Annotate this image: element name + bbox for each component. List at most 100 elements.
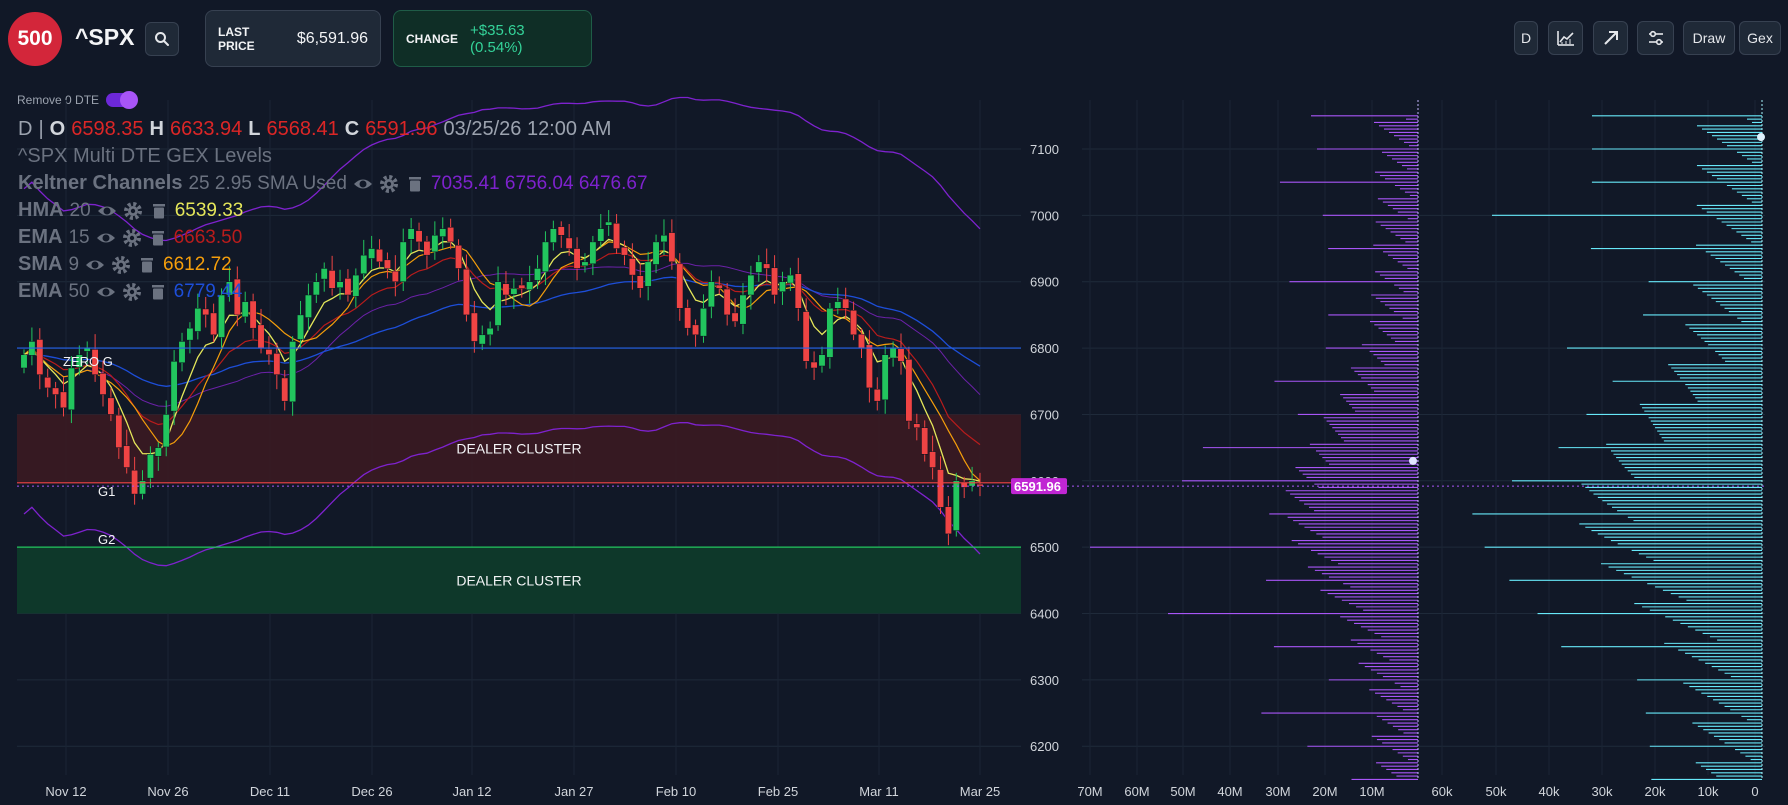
chart-line-icon: [1556, 31, 1574, 46]
trash-icon[interactable]: [148, 228, 168, 248]
candle-body: [605, 221, 613, 226]
x-tick-label: Feb 10: [656, 784, 696, 799]
keltner-middle-line: [23, 262, 981, 407]
eye-icon[interactable]: [96, 228, 116, 248]
candle-body: [842, 298, 850, 309]
gex-title-text: ^SPX Multi DTE GEX Levels: [18, 145, 272, 167]
candle-body: [225, 281, 233, 296]
gex-x-tick-label: 10k: [1698, 784, 1719, 799]
candle-body: [905, 359, 913, 422]
settings-button[interactable]: [1637, 21, 1674, 55]
eye-icon[interactable]: [353, 174, 373, 194]
trash-icon[interactable]: [148, 282, 168, 302]
dealer-cluster-upper-zone: [17, 414, 1021, 483]
ohlc-high-key: H: [149, 118, 164, 140]
trash-icon[interactable]: [149, 201, 169, 221]
ema15-line: [23, 252, 981, 446]
candle-body: [265, 349, 273, 355]
gear-icon[interactable]: [111, 255, 131, 275]
draw-button[interactable]: Draw: [1683, 21, 1735, 55]
remove-0dte-toggle[interactable]: [106, 91, 138, 109]
candle-body: [170, 361, 178, 412]
candle-body: [944, 506, 952, 535]
candle-body: [162, 414, 170, 448]
ohlc-low: 6568.41: [266, 118, 339, 140]
candle-body: [67, 367, 75, 411]
candle-body: [376, 248, 383, 263]
trash-icon[interactable]: [137, 255, 157, 275]
candle-body: [462, 268, 470, 316]
candle-body: [44, 377, 52, 389]
sma9-value: 6612.72: [163, 253, 232, 275]
candle-body: [636, 275, 644, 289]
candle-body: [865, 344, 873, 389]
change-card: CHANGE +$35.63 (0.54%): [393, 10, 592, 67]
hma-value: 6539.33: [174, 199, 244, 221]
candle-body: [202, 308, 210, 316]
ohlc-close-key: C: [344, 118, 360, 140]
candle-body: [52, 387, 60, 395]
candle-body: [929, 451, 937, 468]
ema50-name: EMA: [18, 280, 63, 302]
candle-body: [210, 312, 218, 336]
candle-body: [360, 254, 368, 275]
gear-icon[interactable]: [122, 228, 142, 248]
gex-marker: [1757, 133, 1765, 142]
gear-icon[interactable]: [379, 174, 399, 194]
ema50-line: [23, 276, 981, 387]
candle-body: [668, 232, 676, 263]
candle-body: [684, 307, 692, 329]
interval-button[interactable]: D: [1514, 21, 1538, 55]
indicator-legend: D | O 6598.35 H 6633.94 L 6568.41 C 6591.96 …: [18, 116, 648, 305]
legend-keltner: Keltner Channels 25 2.95 SMA Used 7035.4…: [18, 170, 648, 197]
gex-x-tick-label: 30k: [1592, 784, 1613, 799]
y-tick-label: 6800: [1030, 341, 1059, 356]
search-button[interactable]: [145, 22, 179, 56]
candle-body: [486, 327, 494, 336]
legend-gex-title: ^SPX Multi DTE GEX Levels: [18, 143, 648, 170]
gear-icon[interactable]: [123, 201, 143, 221]
candle-body: [320, 268, 328, 280]
eye-icon[interactable]: [96, 282, 116, 302]
candle-body: [344, 278, 352, 296]
gex-marker: [1409, 456, 1417, 465]
indicators-button[interactable]: [1548, 21, 1583, 55]
candle-body: [613, 223, 621, 249]
candle-body: [502, 283, 510, 296]
candle-body: [241, 301, 249, 318]
candle-body: [850, 310, 858, 336]
trash-icon[interactable]: [405, 174, 425, 194]
candle-body: [700, 308, 707, 337]
candle-body: [786, 274, 794, 284]
gex-x-tick-label: 60M: [1124, 784, 1149, 799]
ema15-value: 6663.50: [173, 226, 243, 248]
candle-body: [597, 228, 605, 242]
gex-button[interactable]: Gex: [1739, 21, 1781, 55]
candle-body: [526, 281, 534, 290]
keltner-upper-line: [23, 96, 981, 242]
candle-body: [802, 311, 810, 362]
candle-body: [281, 377, 289, 402]
ohlc-readout: D | O 6598.35 H 6633.94 L 6568.41 C 6591.96 …: [18, 116, 648, 143]
eye-icon[interactable]: [85, 255, 105, 275]
candle-body: [304, 294, 312, 318]
candle-body: [826, 308, 834, 358]
candle-body: [415, 230, 423, 243]
gear-icon[interactable]: [122, 282, 142, 302]
candle-body: [178, 341, 186, 363]
candle-body: [747, 274, 755, 296]
gex-x-tick-label: 70M: [1077, 784, 1102, 799]
ohlc-open: 6598.35: [71, 118, 144, 140]
candle-body: [336, 281, 344, 288]
legend-ema50: EMA 50 6779.44: [18, 278, 648, 305]
keltner-name: Keltner Channels: [18, 172, 183, 194]
x-tick-label: Jan 12: [452, 784, 491, 799]
eye-icon[interactable]: [97, 201, 117, 221]
brand-logo[interactable]: 500: [8, 12, 62, 66]
trend-line-button[interactable]: [1593, 21, 1628, 55]
candle-body: [937, 469, 944, 508]
candle-body: [573, 248, 581, 269]
ema15-name: EMA: [18, 226, 63, 248]
keltner-lower-line: [23, 422, 981, 567]
